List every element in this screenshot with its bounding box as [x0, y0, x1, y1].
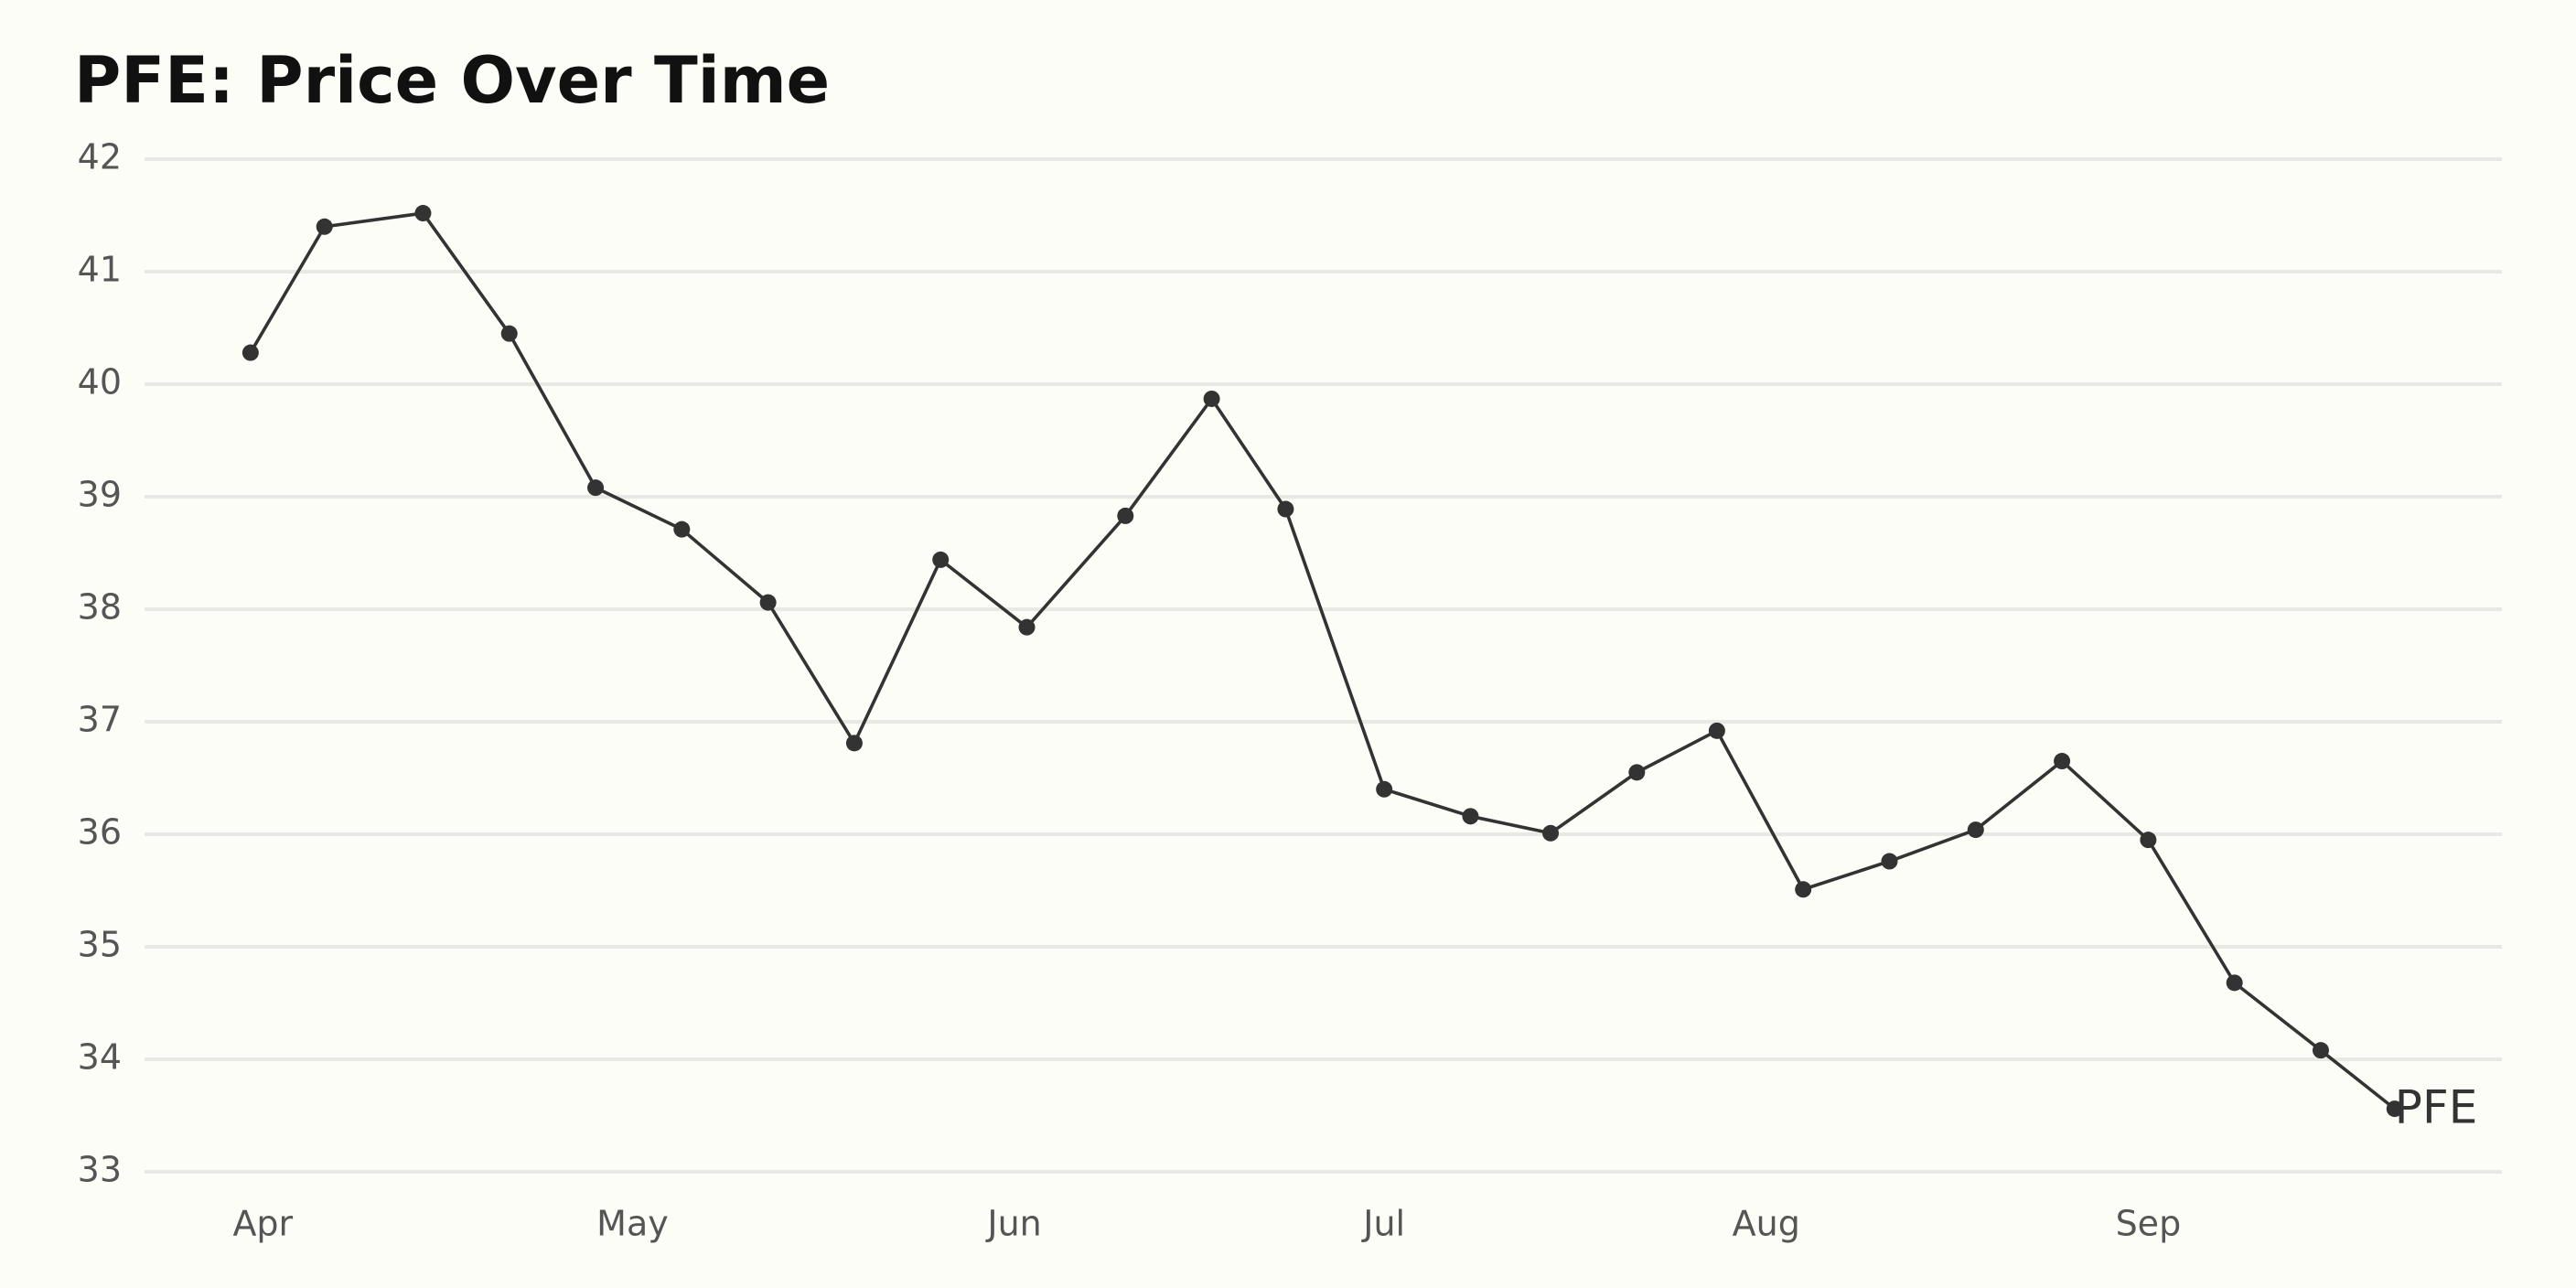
- y-tick-label: 37: [78, 700, 122, 740]
- point: [673, 521, 691, 538]
- point: [2054, 753, 2071, 770]
- y-tick-label: 42: [78, 137, 122, 177]
- y-tick-label: 40: [78, 362, 122, 402]
- y-tick-label: 39: [78, 475, 122, 515]
- point: [1018, 618, 1036, 636]
- point: [1203, 390, 1220, 407]
- point: [1795, 881, 1812, 898]
- chart-title: PFE: Price Over Time: [74, 43, 830, 118]
- y-tick-label: 33: [78, 1150, 122, 1190]
- point: [2140, 832, 2157, 849]
- x-tick-label: Aug: [1733, 1204, 1800, 1244]
- y-tick-label: 34: [78, 1037, 122, 1078]
- y-tick-label: 36: [78, 812, 122, 853]
- point: [2226, 974, 2243, 992]
- point: [242, 344, 259, 361]
- point: [587, 479, 605, 497]
- y-tick-label: 38: [78, 587, 122, 628]
- y-tick-label: 35: [78, 925, 122, 965]
- x-tick-label: Jul: [1361, 1204, 1405, 1244]
- point: [1542, 824, 1560, 842]
- line: [249, 211, 2396, 1111]
- x-tick-label: May: [596, 1204, 669, 1244]
- point: [500, 325, 518, 342]
- point: [759, 594, 777, 611]
- point: [1967, 821, 1984, 839]
- point: [2386, 1100, 2403, 1118]
- point: [845, 735, 863, 752]
- point: [1462, 808, 1479, 825]
- y-tick-label: 41: [78, 250, 122, 290]
- x-tick-label: Jun: [985, 1204, 1041, 1244]
- point: [1277, 500, 1294, 518]
- point: [1708, 722, 1725, 739]
- series-label: PFE: [2395, 1081, 2478, 1134]
- point: [1881, 853, 1898, 870]
- x-tick-label: Sep: [2116, 1204, 2182, 1244]
- point: [1376, 780, 1393, 798]
- point: [1628, 764, 1646, 781]
- point: [2312, 1042, 2329, 1059]
- point: [414, 205, 432, 222]
- point: [316, 218, 333, 235]
- point: [1117, 507, 1134, 524]
- x-tick-label: Apr: [232, 1204, 293, 1244]
- point: [932, 551, 950, 568]
